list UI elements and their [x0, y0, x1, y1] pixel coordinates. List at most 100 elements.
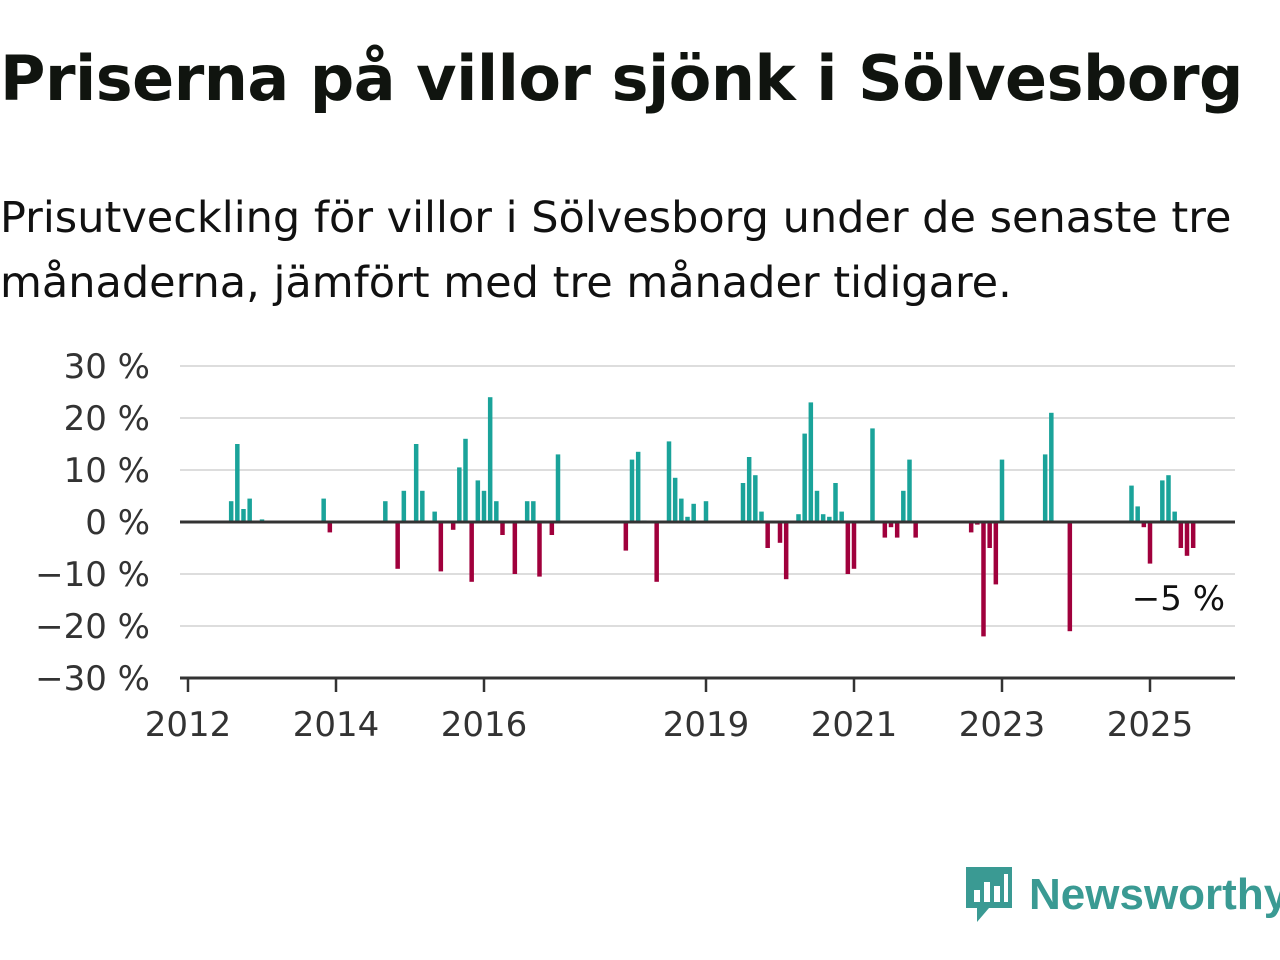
bar	[894, 522, 900, 538]
x-tick-label: 2012	[145, 705, 232, 745]
last-value-label: −5 %	[1132, 579, 1225, 619]
bar	[549, 522, 555, 535]
bar	[913, 522, 918, 538]
bar	[413, 444, 419, 522]
x-tick-label: 2016	[441, 705, 528, 745]
bar-chart: 30 %20 %10 %0 %−10 %−20 %−30 % 2012 2014 2…	[35, 347, 1235, 745]
bar	[1135, 506, 1140, 522]
bar	[691, 503, 696, 522]
bar	[802, 433, 807, 522]
newsworthy-logo-icon	[966, 867, 1012, 922]
bar	[1190, 522, 1196, 548]
bar	[987, 522, 992, 548]
bar	[1067, 522, 1073, 632]
bar	[537, 522, 542, 577]
bar	[235, 444, 240, 522]
bar	[247, 498, 252, 522]
bar	[531, 501, 536, 522]
bar	[654, 522, 659, 582]
bar	[1166, 475, 1171, 522]
bar	[1141, 522, 1147, 528]
bar	[833, 483, 838, 522]
bar	[487, 397, 493, 522]
bar	[993, 522, 999, 585]
bar	[1172, 511, 1177, 522]
bar	[383, 501, 388, 522]
bar	[327, 522, 333, 533]
x-tick-label: 2021	[811, 705, 898, 745]
bar	[629, 459, 635, 522]
bar	[1049, 412, 1054, 522]
bar	[555, 454, 561, 522]
bar	[685, 516, 690, 522]
y-tick-label: −10 %	[35, 555, 150, 595]
bar	[469, 522, 474, 582]
bar	[1184, 522, 1190, 556]
bar	[321, 498, 326, 522]
bar	[759, 511, 764, 522]
bar	[401, 490, 407, 522]
bar	[438, 522, 444, 572]
x-tick-label: 2014	[293, 705, 380, 745]
x-axis	[180, 520, 1235, 680]
y-tick-label: −30 %	[35, 659, 150, 699]
bar	[901, 490, 906, 522]
bar	[635, 451, 641, 522]
bar	[839, 511, 844, 522]
bar	[845, 522, 851, 574]
bar	[968, 522, 974, 533]
bar	[494, 501, 499, 522]
bar	[666, 441, 672, 522]
bar	[796, 514, 801, 522]
bar	[432, 511, 437, 522]
bar	[820, 514, 826, 522]
bar	[999, 459, 1005, 522]
bar	[1129, 485, 1134, 522]
bar	[740, 483, 746, 522]
bar	[870, 428, 875, 522]
bar	[765, 522, 770, 548]
bar	[524, 501, 530, 522]
chart-title: Priserna på villor sjönk i Sölvesborg	[0, 42, 1243, 115]
bar	[228, 501, 234, 522]
y-tick-label: 0 %	[85, 503, 150, 543]
bar	[500, 522, 505, 535]
x-tick-label: 2025	[1107, 705, 1194, 745]
bar	[1042, 454, 1048, 522]
bar	[241, 509, 246, 522]
bar	[672, 477, 678, 522]
bar	[395, 522, 400, 569]
bar	[888, 522, 894, 528]
bar	[512, 522, 518, 574]
bar	[808, 402, 814, 522]
y-tick-label: 30 %	[64, 347, 150, 387]
bar	[679, 498, 684, 522]
x-axis-tick-labels: 2012 2014 2016 2019 2021 2023 2025	[145, 678, 1194, 745]
bar	[882, 522, 888, 538]
x-tick-label: 2023	[959, 705, 1046, 745]
y-tick-label: 20 %	[64, 399, 150, 439]
bar	[746, 457, 752, 522]
bar	[1178, 522, 1184, 548]
bar	[814, 490, 820, 522]
bar	[463, 438, 468, 522]
bar	[851, 522, 857, 569]
bar	[981, 522, 986, 637]
bar	[475, 480, 481, 522]
bar	[420, 490, 425, 522]
bar	[457, 467, 462, 522]
bar	[623, 522, 629, 551]
brand-name: Newsworthy	[1029, 870, 1280, 919]
newsworthy-logo: Newsworthy	[963, 864, 1280, 926]
bar	[777, 522, 783, 543]
bars	[228, 397, 1196, 637]
bar	[1147, 522, 1153, 564]
x-tick-label: 2019	[663, 705, 750, 745]
bar	[827, 516, 832, 522]
chart-subtitle: Prisutveckling för villor i Sölvesborg u…	[0, 193, 1232, 308]
bar	[907, 459, 912, 522]
y-tick-label: 10 %	[64, 451, 150, 491]
bar	[783, 522, 789, 580]
y-axis-tick-labels: 30 % 20 % 10 % 0 % −10 % −20 % −30 %	[35, 347, 150, 699]
bar	[1160, 480, 1165, 522]
